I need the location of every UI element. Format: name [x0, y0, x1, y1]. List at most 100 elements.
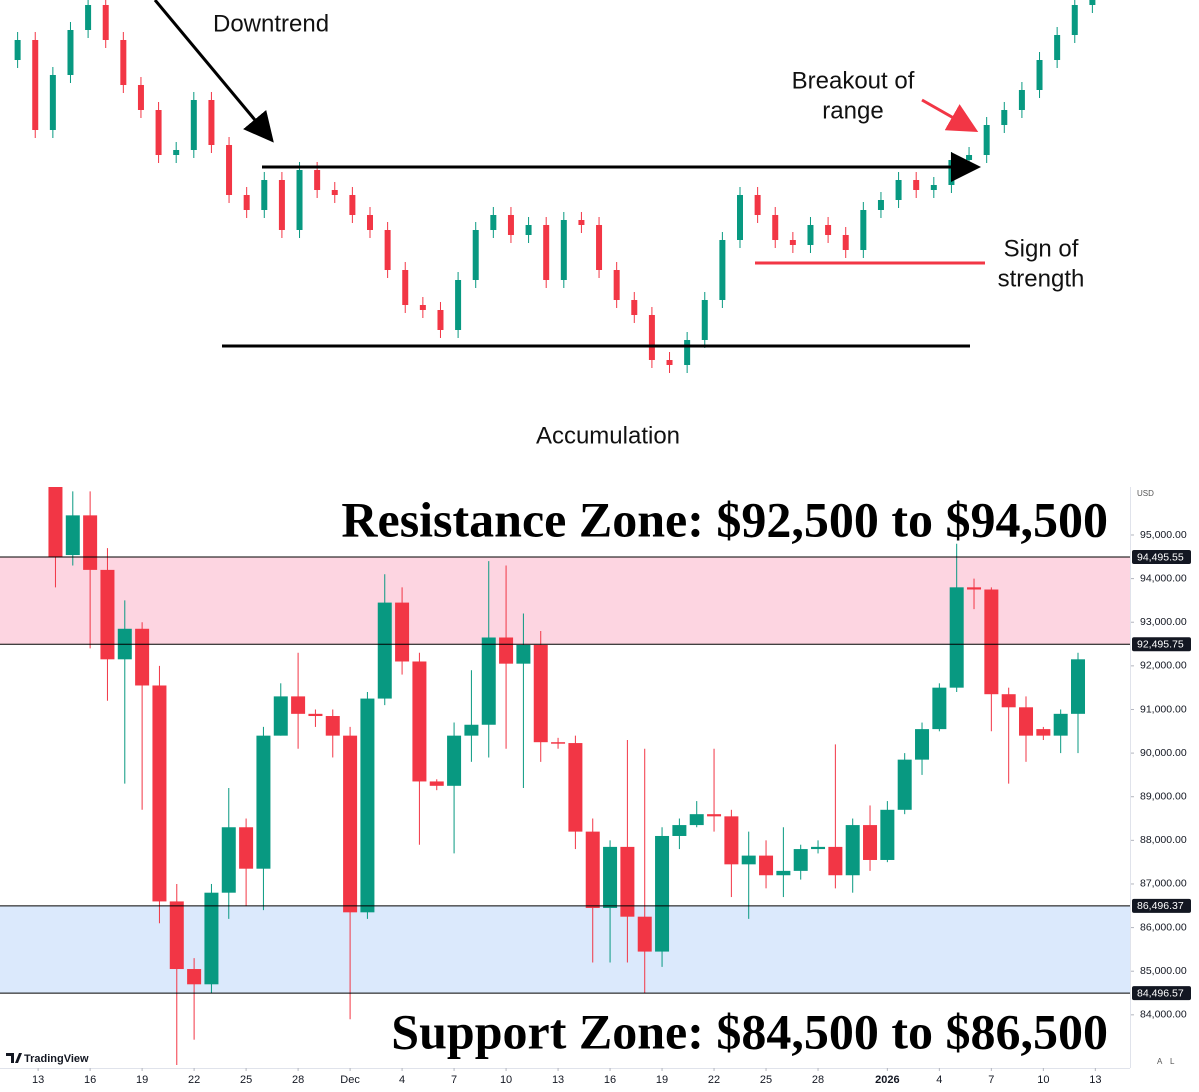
candle-body	[620, 846, 635, 917]
candle-body	[828, 846, 843, 876]
x-tick-label: 4	[399, 1074, 405, 1086]
candle-body	[152, 685, 167, 902]
auto-button[interactable]: A	[1157, 1057, 1163, 1066]
x-tick-label: 16	[84, 1074, 96, 1086]
x-tick-label: 4	[936, 1074, 942, 1086]
brand[interactable]: TradingView	[24, 1053, 89, 1065]
annotation: Sign of	[1004, 235, 1079, 262]
candle-body	[190, 100, 197, 150]
candle-body	[967, 587, 982, 590]
candle-body	[754, 195, 761, 215]
candle-body	[930, 185, 937, 190]
candle-body	[273, 696, 288, 736]
candle-body	[208, 100, 215, 145]
candle-body	[759, 855, 774, 876]
candle-body	[243, 195, 250, 210]
candle-body	[551, 742, 566, 744]
log-button[interactable]: L	[1170, 1057, 1175, 1066]
downtrend-arrow	[153, 0, 274, 143]
x-tick-label: 28	[292, 1074, 304, 1086]
candle-body	[395, 602, 410, 662]
candle-body	[384, 230, 391, 270]
candle-body	[173, 150, 180, 155]
candle-body	[877, 200, 884, 210]
candle-body	[807, 225, 814, 245]
candle-body	[377, 602, 392, 699]
brand-logo	[6, 1053, 22, 1063]
candle-body	[187, 969, 202, 985]
currency[interactable]: USD	[1137, 489, 1154, 498]
candle-body	[419, 305, 426, 310]
y-tick-label: 87,000.00	[1140, 878, 1187, 890]
x-tick-label: 25	[760, 1074, 772, 1086]
candle-body	[1089, 0, 1096, 5]
candle-body	[811, 846, 826, 850]
price-label: 94,495.55	[1137, 551, 1184, 563]
candle-body	[948, 160, 955, 185]
annotation: Downtrend	[213, 10, 329, 37]
x-tick-label: 13	[1089, 1074, 1101, 1086]
candle-body	[897, 759, 912, 810]
candle-body	[137, 85, 144, 110]
candle-body	[984, 589, 999, 695]
candle-body	[585, 831, 600, 908]
candle-body	[578, 220, 585, 225]
x-tick-label: 16	[604, 1074, 616, 1086]
candle-body	[261, 180, 268, 210]
candle-body	[343, 735, 358, 913]
x-tick-label: 10	[1037, 1074, 1049, 1086]
candle-body	[314, 170, 321, 190]
x-tick-label: Dec	[340, 1074, 360, 1086]
annotation: Breakout of	[792, 67, 915, 94]
candle-body	[842, 235, 849, 250]
candle-body	[48, 487, 63, 557]
y-tick-label: 94,000.00	[1140, 572, 1187, 584]
y-tick-label: 89,000.00	[1140, 791, 1187, 803]
candle-body	[915, 729, 930, 760]
candle-body	[684, 340, 691, 365]
candle-body	[100, 569, 115, 660]
y-tick-label: 93,000.00	[1140, 616, 1187, 628]
candle-body	[689, 814, 704, 826]
candle-body	[1053, 713, 1068, 736]
price-label-box	[1132, 637, 1191, 652]
price-label-box	[1132, 549, 1191, 564]
candle-body	[296, 170, 303, 230]
candle-body	[102, 5, 109, 40]
candle-body	[402, 270, 409, 305]
candle-body	[331, 190, 338, 195]
candle-body	[291, 696, 306, 714]
candle-body	[776, 870, 791, 876]
candle-body	[596, 225, 603, 270]
candle-body	[966, 155, 973, 160]
candle-body	[701, 300, 708, 340]
candle-body	[1071, 5, 1078, 35]
x-tick-label: 10	[500, 1074, 512, 1086]
candle-body	[447, 735, 462, 786]
plot-area	[0, 487, 1130, 1065]
x-tick-label: 22	[188, 1074, 200, 1086]
x-tick-label: 25	[240, 1074, 252, 1086]
candle-body	[880, 809, 895, 860]
y-tick-label: 95,000.00	[1140, 529, 1187, 541]
candle-body	[360, 698, 375, 913]
candle-body	[913, 180, 920, 190]
x-tick-label: 7	[988, 1074, 994, 1086]
candle-body	[932, 687, 947, 730]
price-label: 86,496.37	[1137, 900, 1184, 912]
candle-body	[666, 360, 673, 365]
y-tick-label: 86,000.00	[1140, 921, 1187, 933]
candle-body	[278, 180, 285, 230]
candle-body	[983, 125, 990, 155]
candle-body	[655, 835, 670, 952]
price-label: 84,496.57	[1137, 987, 1184, 999]
y-tick-label: 84,000.00	[1140, 1009, 1187, 1021]
candle-body	[472, 230, 479, 280]
candle-body	[204, 892, 219, 985]
price-label-box	[1132, 986, 1191, 1001]
candle-body	[533, 644, 548, 743]
zone-title: Resistance Zone: $92,500 to $94,500	[341, 491, 1108, 547]
candle-body	[507, 215, 514, 235]
candle-body	[325, 716, 340, 736]
candle-body	[1036, 60, 1043, 90]
